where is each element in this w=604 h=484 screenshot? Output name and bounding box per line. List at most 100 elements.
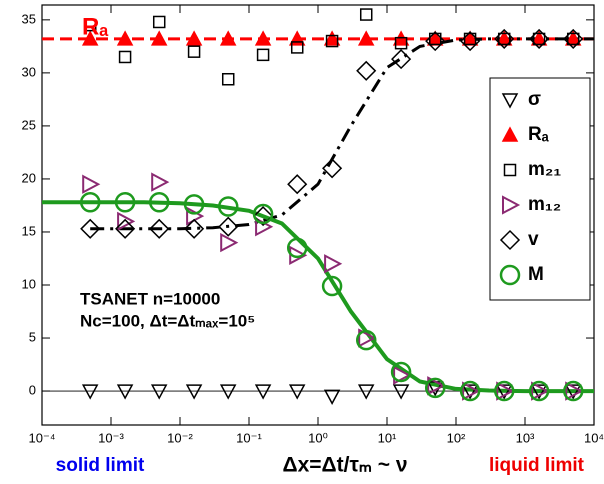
marker xyxy=(288,384,306,400)
marker xyxy=(117,211,136,232)
legend-label: M xyxy=(528,264,544,285)
marker xyxy=(392,384,410,400)
marker xyxy=(358,328,377,348)
annotation: liquid limit xyxy=(489,455,585,476)
marker xyxy=(183,194,205,215)
marker xyxy=(221,72,235,86)
annotation: TSANET n=10000 xyxy=(80,289,220,308)
marker xyxy=(499,264,521,286)
marker xyxy=(79,192,101,213)
marker xyxy=(496,381,515,401)
marker xyxy=(322,158,343,179)
marker xyxy=(323,389,341,405)
marker xyxy=(391,49,412,70)
marker xyxy=(116,384,134,400)
x-tick-label: 10⁴ xyxy=(584,430,604,445)
marker xyxy=(286,237,308,259)
y-tick-label: 25 xyxy=(22,117,36,132)
x-tick-label: 10⁻² xyxy=(167,430,193,445)
marker xyxy=(566,32,580,46)
marker xyxy=(502,195,521,215)
marker xyxy=(115,218,136,239)
marker xyxy=(531,381,550,401)
x-axis-label: Δx=Δt/τₘ ~ ν xyxy=(282,454,407,477)
marker xyxy=(463,32,477,46)
annotation: solid limit xyxy=(56,455,145,476)
legend-label: m₂₁ xyxy=(528,159,561,180)
x-tick-label: 10⁻¹ xyxy=(236,430,262,445)
marker xyxy=(357,30,375,46)
marker xyxy=(460,31,481,52)
marker xyxy=(424,377,446,399)
marker xyxy=(497,32,511,46)
y-tick-label: 20 xyxy=(22,170,36,185)
marker xyxy=(355,329,377,351)
marker xyxy=(323,30,341,46)
marker xyxy=(254,30,272,46)
marker xyxy=(150,384,168,400)
marker xyxy=(501,93,519,109)
marker xyxy=(501,126,519,142)
legend-box xyxy=(489,77,591,301)
x-tick-label: 10⁻⁴ xyxy=(29,430,56,445)
marker xyxy=(148,192,170,213)
marker xyxy=(390,361,412,383)
legend-label: v xyxy=(528,229,539,250)
marker xyxy=(530,384,548,400)
marker xyxy=(321,275,343,297)
marker xyxy=(528,380,550,402)
marker xyxy=(152,15,166,29)
marker xyxy=(495,384,513,400)
marker xyxy=(80,218,101,239)
marker xyxy=(461,384,479,400)
marker xyxy=(81,384,99,400)
marker xyxy=(462,381,481,401)
marker xyxy=(253,206,274,227)
y-tick-label: 5 xyxy=(29,329,36,344)
marker xyxy=(427,376,446,396)
annotation: Rₐ xyxy=(82,13,108,40)
marker xyxy=(220,232,239,253)
marker xyxy=(356,60,377,81)
legend-label: σ xyxy=(528,89,541,110)
marker xyxy=(493,380,515,402)
marker xyxy=(529,28,550,49)
marker xyxy=(219,30,237,46)
marker xyxy=(563,28,584,49)
marker xyxy=(185,30,203,46)
marker xyxy=(393,365,412,385)
marker xyxy=(562,380,584,402)
marker xyxy=(151,172,170,192)
marker xyxy=(150,30,168,46)
x-tick-label: 10⁰ xyxy=(308,430,328,445)
marker xyxy=(149,218,170,239)
marker xyxy=(494,28,515,49)
y-tick-label: 30 xyxy=(22,64,36,79)
marker xyxy=(565,381,584,401)
marker xyxy=(256,48,270,62)
marker xyxy=(185,384,203,400)
marker xyxy=(425,31,446,52)
x-tick-label: 10¹ xyxy=(378,430,397,445)
marker xyxy=(82,174,101,194)
marker xyxy=(81,30,99,46)
marker xyxy=(184,218,205,239)
marker xyxy=(116,30,134,46)
marker xyxy=(114,192,136,213)
marker xyxy=(118,50,132,64)
marker xyxy=(564,384,582,400)
marker xyxy=(532,32,546,46)
legend-label: Rₐ xyxy=(528,124,550,145)
x-tick-label: 10³ xyxy=(516,430,535,445)
marker xyxy=(217,196,239,217)
marker xyxy=(359,8,373,21)
marker xyxy=(287,174,308,195)
marker xyxy=(357,384,375,400)
marker xyxy=(324,254,343,274)
x-tick-label: 10⁻³ xyxy=(98,430,124,445)
marker xyxy=(83,18,97,32)
marker xyxy=(187,45,201,58)
marker xyxy=(254,384,272,400)
legend-label: m₁₂ xyxy=(528,194,561,215)
